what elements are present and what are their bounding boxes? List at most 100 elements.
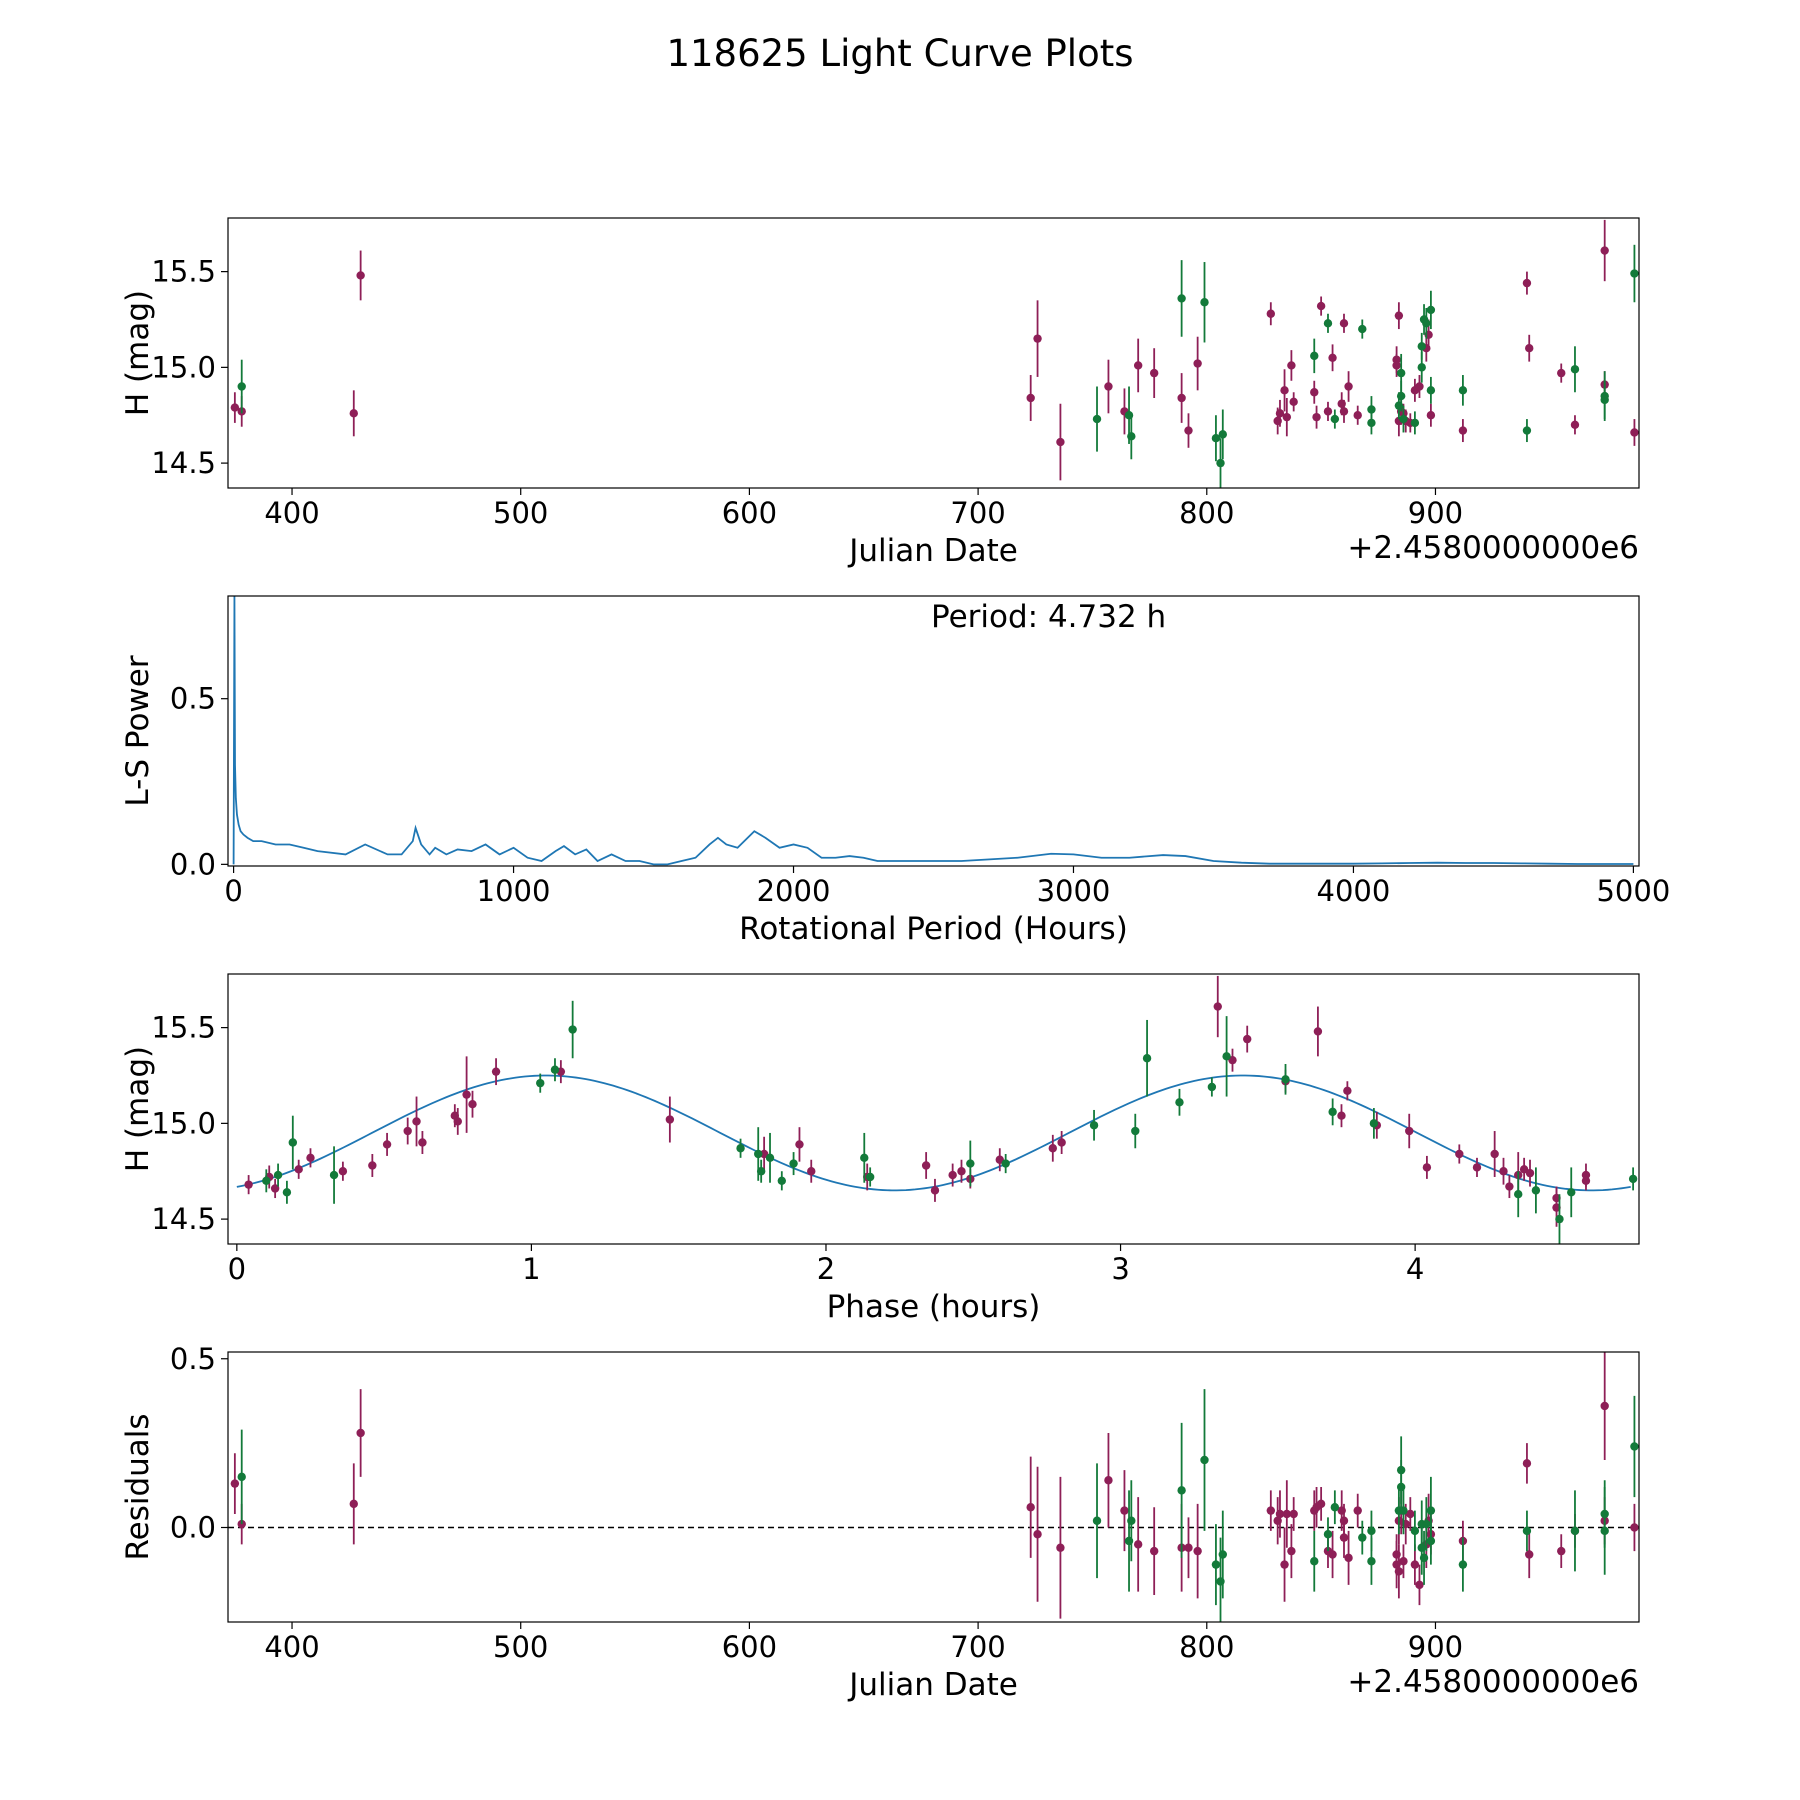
x-tick-label: 700 <box>950 496 1005 530</box>
data-point-filter-a <box>1394 302 1404 330</box>
data-marker <box>765 1153 775 1163</box>
data-point-filter-b <box>865 1167 875 1187</box>
data-point-filter-a <box>244 1175 253 1195</box>
data-marker <box>1415 1580 1424 1590</box>
data-point-filter-b <box>1422 308 1431 339</box>
data-point-filter-a <box>349 1463 358 1545</box>
data-point-filter-a <box>1149 348 1159 398</box>
data-marker <box>329 1170 339 1180</box>
y-tick-label: 0.0 <box>170 1511 216 1545</box>
data-point-filter-b <box>1410 1510 1420 1552</box>
data-point-filter-a <box>491 1058 501 1086</box>
data-point-filter-a <box>1328 1530 1337 1579</box>
data-marker <box>1422 1519 1431 1529</box>
data-point-filter-a <box>1287 1524 1296 1579</box>
data-point-filter-b <box>1522 1510 1532 1552</box>
data-point-filter-a <box>1490 1131 1499 1177</box>
data-point-filter-b <box>1630 1395 1639 1498</box>
data-point-filter-b <box>288 1115 298 1170</box>
data-marker <box>349 409 358 418</box>
data-point-filter-a <box>1287 350 1296 381</box>
x-tick-label: 700 <box>950 1630 1005 1664</box>
data-marker <box>1525 1168 1535 1178</box>
data-marker <box>273 1170 283 1180</box>
figure-title: 118625 Light Curve Plots <box>666 32 1133 75</box>
data-point-filter-a <box>294 1159 303 1179</box>
data-point-filter-b <box>1310 338 1319 374</box>
data-marker <box>1396 368 1406 378</box>
data-point-filter-a <box>338 1161 348 1181</box>
data-marker <box>237 1472 246 1482</box>
data-marker <box>1557 1546 1566 1556</box>
data-point-filter-a <box>1133 1497 1143 1592</box>
data-marker <box>1057 1138 1066 1147</box>
data-point-filter-a <box>1282 398 1292 437</box>
y-axis-label: H (mag) <box>120 290 156 416</box>
data-point-filter-b <box>1570 346 1580 393</box>
data-point-filter-b <box>1330 409 1340 429</box>
data-point-filter-b <box>273 1163 283 1187</box>
data-point-filter-a <box>1570 415 1580 435</box>
data-marker <box>1328 1107 1337 1117</box>
data-marker <box>807 1167 816 1176</box>
data-marker <box>921 1161 931 1170</box>
data-point-filter-b <box>1458 1537 1468 1592</box>
data-marker <box>1243 1034 1252 1044</box>
data-marker <box>1399 1506 1408 1515</box>
plot-area <box>228 1352 1639 1622</box>
data-point-filter-a <box>1522 271 1532 295</box>
data-marker <box>1399 1557 1408 1566</box>
data-point-filter-b <box>1323 313 1333 333</box>
data-point-filter-a <box>1422 1155 1432 1179</box>
data-marker <box>1630 1523 1639 1532</box>
y-tick-label: 0.0 <box>170 847 216 881</box>
data-point-filter-a <box>1056 403 1065 481</box>
data-point-filter-b <box>1358 1520 1367 1555</box>
data-marker <box>1323 1530 1333 1539</box>
data-point-filter-a <box>1275 1490 1285 1538</box>
data-point-filter-b <box>1092 386 1102 452</box>
y-tick-label: 15.0 <box>151 1106 216 1140</box>
data-point-filter-a <box>1048 1134 1058 1162</box>
data-point-filter-b <box>237 1429 246 1525</box>
data-marker <box>1211 434 1221 443</box>
data-marker <box>1001 1159 1010 1168</box>
data-point-filter-a <box>1415 1564 1424 1606</box>
data-point-filter-a <box>230 392 240 423</box>
data-point-filter-b <box>777 1171 786 1191</box>
data-point-filter-a <box>1525 1530 1534 1579</box>
data-point-filter-a <box>1193 1503 1202 1599</box>
data-marker <box>550 1065 560 1074</box>
data-marker <box>1316 1499 1326 1509</box>
data-point-filter-a <box>921 1152 931 1179</box>
data-point-filter-b <box>1628 1167 1638 1191</box>
data-marker <box>1367 1557 1376 1566</box>
data-point-filter-a <box>1026 375 1035 421</box>
y-tick-label: 15.0 <box>151 350 216 384</box>
data-marker <box>1048 1144 1058 1153</box>
data-marker <box>1149 1546 1159 1556</box>
data-point-filter-a <box>1581 1171 1591 1191</box>
data-marker <box>1458 426 1468 435</box>
data-marker <box>1193 359 1202 368</box>
data-marker <box>1177 294 1186 303</box>
data-marker <box>468 1100 477 1109</box>
data-point-filter-a <box>1289 392 1298 412</box>
data-marker <box>1426 305 1436 315</box>
data-point-filter-b <box>1222 1016 1231 1097</box>
x-tick-label: 5000 <box>1596 874 1670 908</box>
y-tick-label: 15.5 <box>151 1011 216 1045</box>
data-point-filter-a <box>1275 399 1285 427</box>
x-tick-label: 900 <box>1408 496 1463 530</box>
x-tick-label: 400 <box>264 496 319 530</box>
data-point-filter-b <box>1092 1463 1102 1579</box>
data-point-filter-a <box>1426 403 1436 427</box>
data-point-filter-b <box>1328 1098 1337 1126</box>
data-point-filter-a <box>1337 1104 1346 1128</box>
phased-curve-panel: 0 1 2 3 4 14.5 15.0 15.5 Phase (hours) H (mag) <box>120 973 1640 1325</box>
axes-frame <box>227 1351 1640 1623</box>
data-marker <box>1525 1550 1534 1559</box>
data-marker <box>860 1153 869 1163</box>
plot-area <box>230 219 1639 488</box>
plot-area <box>236 975 1638 1244</box>
